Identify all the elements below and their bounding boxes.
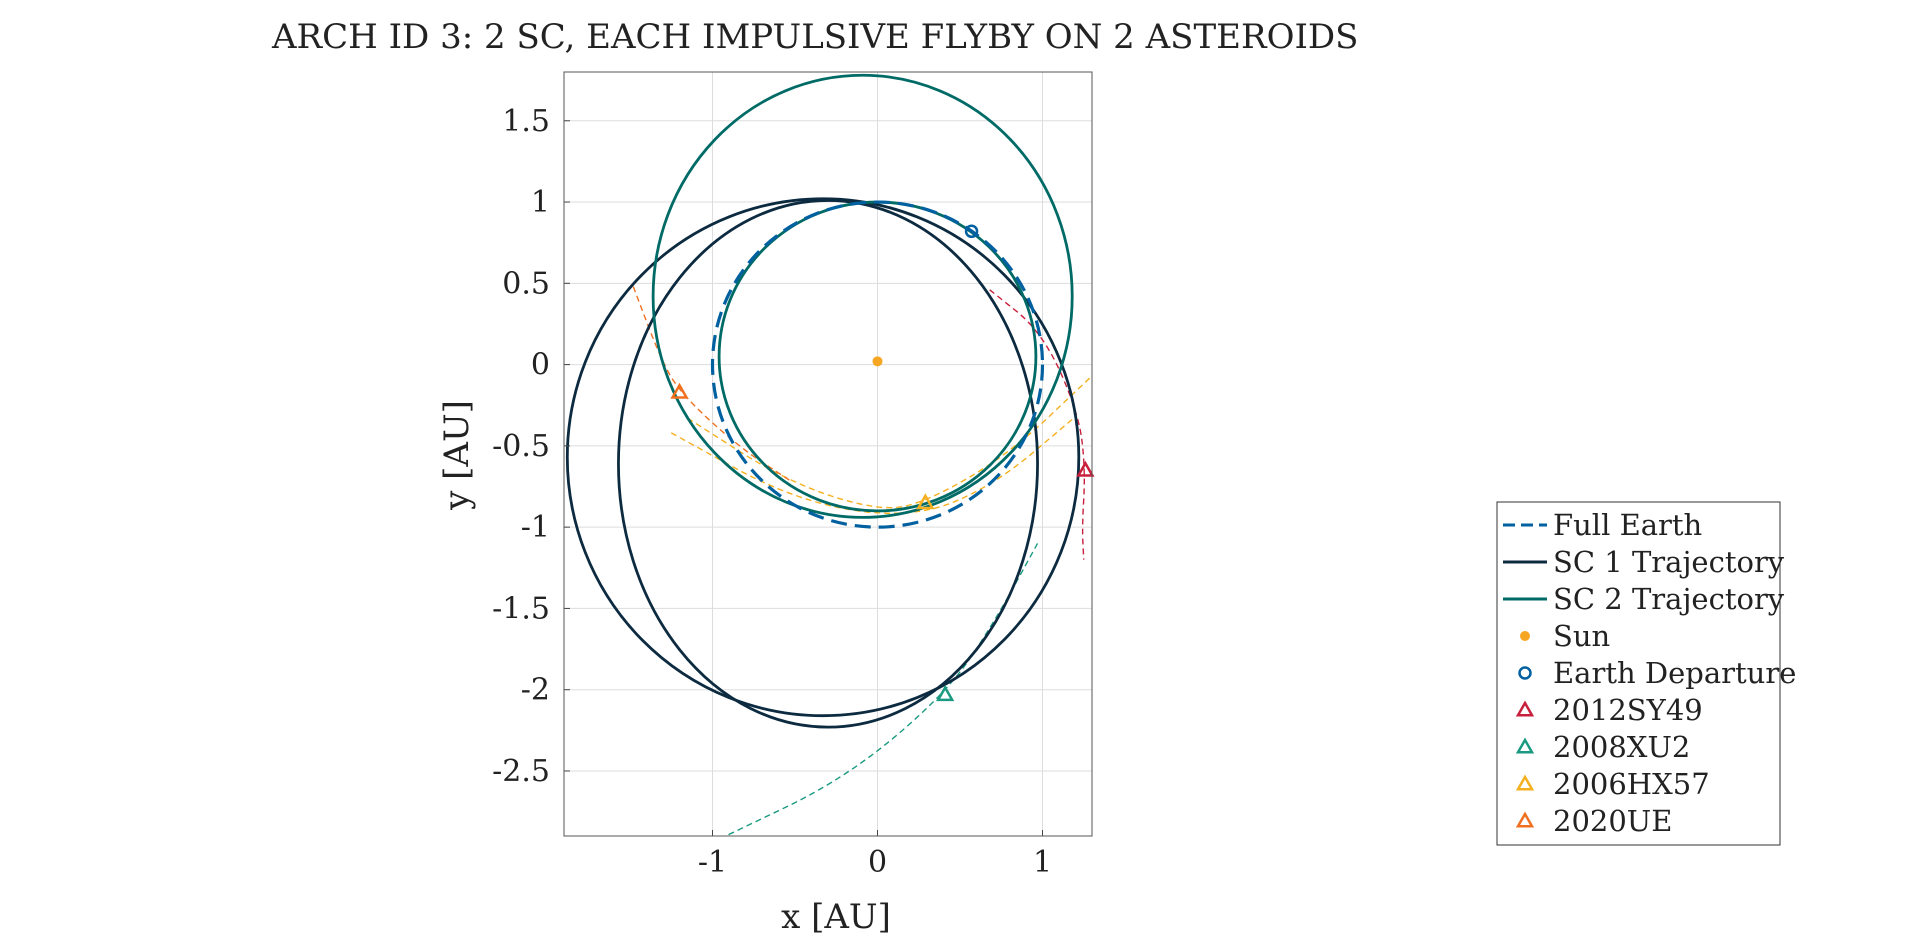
asteroid-arc-2006HX57 xyxy=(687,375,1092,509)
y-tick-label: -1 xyxy=(521,510,550,545)
plot-frame xyxy=(563,71,1093,837)
legend-label: Full Earth xyxy=(1553,508,1702,542)
asteroid-arc-2006HX57 xyxy=(670,416,1076,514)
y-tick-label: 0.5 xyxy=(502,266,550,301)
legend-symbol-2006HX57 xyxy=(1515,774,1535,791)
x-tick-label: 1 xyxy=(1033,845,1052,880)
plot-clipped-group xyxy=(565,73,1092,836)
sun-marker xyxy=(872,356,883,367)
y-tick-label: -1.5 xyxy=(492,591,550,626)
x-tick-label: 0 xyxy=(868,845,887,880)
legend-label: 2012SY49 xyxy=(1553,693,1703,727)
legend-label: 2006HX57 xyxy=(1553,767,1710,801)
asteroid-marker-2006HX57 xyxy=(916,493,935,510)
legend-label: Earth Departure xyxy=(1553,656,1796,690)
legend-symbol-2020UE xyxy=(1515,811,1535,828)
y-tick-label: -2.5 xyxy=(492,754,550,789)
asteroid-marker-2020UE xyxy=(670,382,689,399)
asteroid-marker-2008XU2 xyxy=(935,685,955,702)
y-tick-label: -0.5 xyxy=(492,429,550,464)
sc1-trajectory xyxy=(617,199,1039,729)
legend-symbol-sun xyxy=(1520,631,1530,641)
chart-title: ARCH ID 3: 2 SC, EACH IMPULSIVE FLYBY ON… xyxy=(271,17,1358,57)
grid xyxy=(564,72,1092,836)
asteroid-arc-2020UE xyxy=(632,286,793,483)
legend-label: SC 1 Trajectory xyxy=(1553,545,1785,579)
legend-symbol-2012SY49 xyxy=(1515,700,1535,717)
legend-label: Sun xyxy=(1553,619,1610,653)
legend-label: 2020UE xyxy=(1553,804,1672,838)
legend-symbol-2008XU2 xyxy=(1515,737,1535,754)
legend-box xyxy=(1496,501,1781,846)
legend-label: 2008XU2 xyxy=(1553,730,1690,764)
x-axis-label: x [AU] xyxy=(781,897,891,936)
plot-area xyxy=(565,73,1095,836)
legend-symbol-departure xyxy=(1518,666,1532,680)
y-tick-label: 0 xyxy=(531,348,550,383)
sc2-trajectory xyxy=(651,73,1074,519)
y-axis-label: y [AU] xyxy=(437,400,477,511)
x-tick-label: -1 xyxy=(698,845,727,880)
sc1-trajectory xyxy=(565,197,1081,718)
y-tick-label: -2 xyxy=(521,673,550,708)
y-tick-label: 1.5 xyxy=(502,104,550,139)
earth-departure-marker xyxy=(964,224,979,239)
earth-orbit xyxy=(710,200,1045,529)
y-tick-label: 1 xyxy=(531,185,550,220)
asteroid-arc-2008XU2 xyxy=(725,543,1039,836)
asteroid-marker-2012SY49 xyxy=(1076,460,1095,477)
legend-label: SC 2 Trajectory xyxy=(1553,582,1785,616)
axes: -1 0 1 1.5 1 0.5 0 -0.5 -1 -1.5 -2 -2.5 xyxy=(492,71,1093,880)
